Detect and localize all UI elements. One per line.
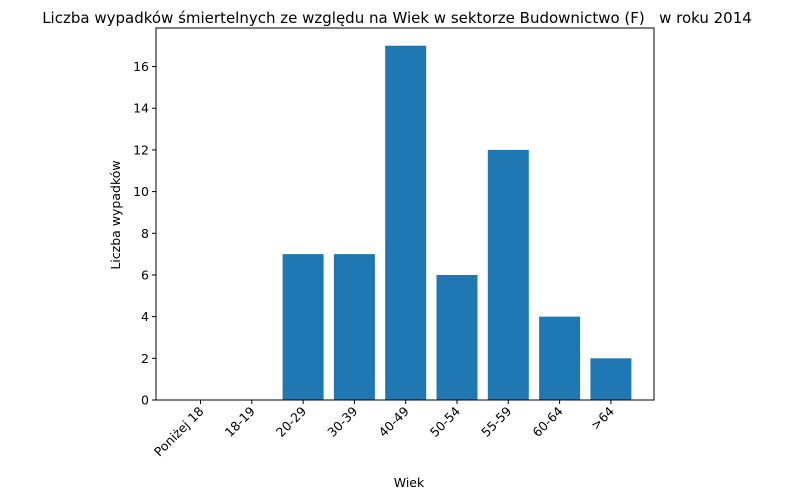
x-tick-label-8: >64 xyxy=(588,403,617,432)
x-axis-label: Wiek xyxy=(394,475,425,490)
y-tick-label-0: 0 xyxy=(141,393,149,408)
y-tick-label-6: 12 xyxy=(133,142,149,157)
bars-group xyxy=(282,45,632,400)
x-tick-label-3: 30-39 xyxy=(324,403,360,439)
x-tick-label-7: 60-64 xyxy=(529,403,565,439)
x-tick-label-2: 20-29 xyxy=(273,403,309,439)
y-tick-label-4: 8 xyxy=(141,226,149,241)
y-tick-label-5: 10 xyxy=(133,184,149,199)
x-tick-label-4: 40-49 xyxy=(376,403,412,439)
bar-4 xyxy=(385,45,427,400)
y-tick-label-8: 16 xyxy=(133,59,149,74)
y-tick-label-7: 14 xyxy=(133,101,149,116)
x-tick-label-5: 50-54 xyxy=(427,403,463,439)
chart-title: Liczba wypadków śmiertelnych ze względu … xyxy=(42,9,752,27)
bar-6 xyxy=(487,149,529,400)
x-axis: Poniżej 18 18-19 20-29 30-39 40-49 50-54 55-59… xyxy=(151,400,617,459)
y-axis: 0 2 4 6 8 10 12 14 16 xyxy=(133,59,156,408)
y-tick-label-3: 6 xyxy=(141,267,149,282)
y-axis-label: Liczba wypadków xyxy=(108,160,123,269)
plot-frame xyxy=(155,27,655,401)
x-tick-label-0: Poniżej 18 xyxy=(151,403,207,459)
bar-7 xyxy=(539,316,581,400)
y-tick-label-2: 4 xyxy=(141,309,149,324)
bar-8 xyxy=(590,358,632,400)
bar-3 xyxy=(333,254,375,400)
y-tick-label-1: 2 xyxy=(141,351,149,366)
x-tick-label-6: 55-59 xyxy=(478,403,514,439)
bar-5 xyxy=(436,274,478,400)
x-tick-label-1: 18-19 xyxy=(222,403,258,439)
bar-2 xyxy=(282,254,324,400)
